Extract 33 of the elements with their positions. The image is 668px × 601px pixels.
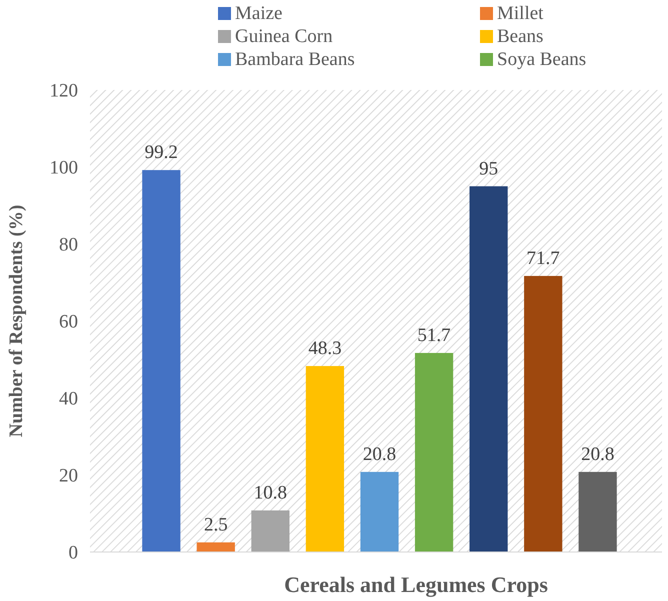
bar <box>578 472 617 552</box>
data-label: 20.8 <box>581 444 614 465</box>
data-label: 99.2 <box>144 142 178 164</box>
y-tick-label: 80 <box>59 234 78 256</box>
y-tick-label: 120 <box>50 80 78 102</box>
data-label: 10.8 <box>254 482 288 504</box>
data-label: 2.5 <box>204 514 228 536</box>
x-axis-title: Cereals and Legumes Crops <box>284 572 548 597</box>
y-tick-label: 40 <box>59 388 78 410</box>
bar <box>360 472 399 552</box>
bar <box>414 352 454 552</box>
legend-label: Bambara Beans <box>235 49 355 70</box>
y-tick-label: 0 <box>68 542 78 564</box>
data-label: 48.3 <box>308 338 342 360</box>
legend-label: Soya Beans <box>497 49 586 70</box>
bar <box>470 186 508 552</box>
legend-label: Millet <box>497 3 544 24</box>
bar <box>524 276 562 552</box>
bar <box>196 542 235 552</box>
legend-label: Beans <box>497 26 544 47</box>
data-label: 20.8 <box>362 444 396 465</box>
legend-label: Guinea Corn <box>235 26 334 47</box>
bar <box>251 510 290 552</box>
data-label: 95 <box>479 158 498 180</box>
data-label: 51.7 <box>417 324 451 346</box>
legend-label: Maize <box>235 3 282 24</box>
y-axis-title: Number of Respondents (%) <box>6 204 27 438</box>
y-tick-label: 20 <box>59 466 78 487</box>
y-tick-label: 100 <box>50 158 78 179</box>
data-label: 71.7 <box>526 248 560 269</box>
bar <box>306 366 344 552</box>
bar <box>142 170 180 552</box>
y-tick-label: 60 <box>59 312 78 333</box>
